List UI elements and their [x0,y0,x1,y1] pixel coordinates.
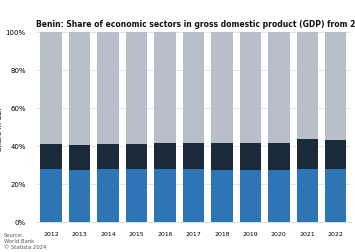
Bar [240,171,261,222]
Bar [297,33,318,140]
Bar [240,143,261,171]
Bar [126,170,147,222]
Bar [97,33,119,144]
Bar [211,33,233,143]
Text: Source:
World Bank
© Statista 2024: Source: World Bank © Statista 2024 [4,232,46,249]
Bar [40,170,62,222]
Bar [240,33,261,143]
Bar [268,33,290,143]
Bar [69,145,90,171]
Bar [40,144,62,170]
Bar [297,140,318,170]
Y-axis label: Share in GDP: Share in GDP [0,104,3,150]
Bar [325,33,346,140]
Text: Benin: Share of economic sectors in gross domestic product (GDP) from 2012 to 20: Benin: Share of economic sectors in gros… [36,20,355,29]
Bar [183,170,204,222]
Bar [183,33,204,143]
Bar [69,171,90,222]
Bar [183,143,204,170]
Bar [154,143,176,170]
Bar [325,141,346,170]
Bar [126,33,147,144]
Bar [325,170,346,222]
Bar [97,144,119,170]
Bar [268,171,290,222]
Bar [211,143,233,171]
Bar [297,170,318,222]
Bar [211,171,233,222]
Bar [69,33,90,145]
Bar [154,170,176,222]
Bar [126,144,147,170]
Bar [40,33,62,144]
Bar [154,33,176,143]
Bar [97,170,119,222]
Bar [268,143,290,171]
